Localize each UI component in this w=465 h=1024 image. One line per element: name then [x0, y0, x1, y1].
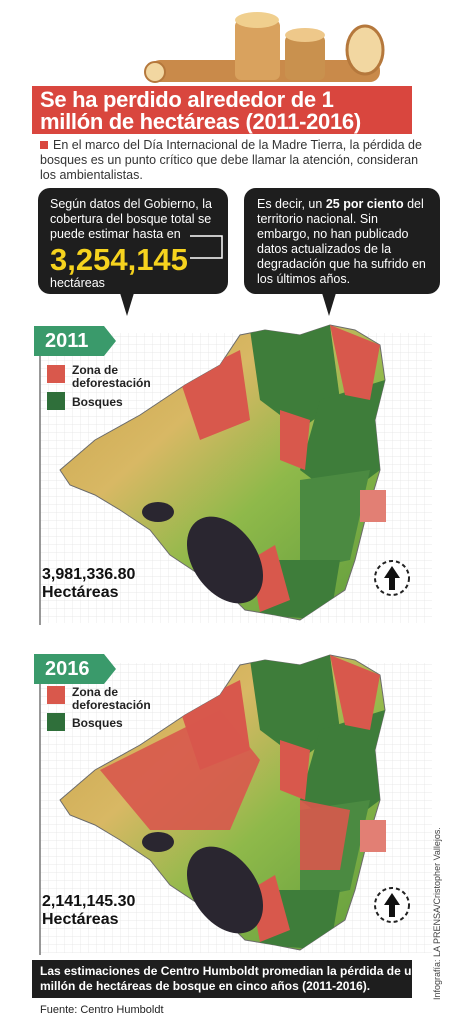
footer-band: [32, 960, 412, 998]
legend-label: Zona de deforestación: [72, 685, 151, 712]
summary: Las estimaciones de Centro Humboldt prom…: [40, 964, 419, 993]
title-band: [32, 86, 412, 134]
highlight: 25 por ciento: [325, 197, 404, 211]
map-panel: [34, 325, 432, 625]
speech-bubbles: [38, 188, 440, 316]
legend-label: Zona de deforestación: [72, 363, 151, 390]
title: millón de hectáreas (2011-2016): [40, 109, 361, 134]
intro-text: En el marco del Día Internacional de la …: [40, 138, 435, 183]
source: Fuente: Centro Humboldt: [40, 1004, 164, 1016]
map-panel: [34, 654, 432, 955]
text: Es decir, un: [257, 197, 323, 211]
hectares-value: 2,141,145.30: [42, 893, 136, 910]
title: Se ha perdido alrededor de 1: [40, 87, 334, 112]
legend-label: Bosques: [72, 716, 123, 730]
bubble-text: Es decir, un 25 por ciento del territori…: [257, 197, 429, 287]
text: del territorio nacional. Sin embargo, no…: [257, 197, 426, 286]
hectares-unit: Hectáreas: [42, 911, 119, 928]
credit: Infografía: LA PRENSA/Cristopher Vallejo…: [432, 827, 442, 1000]
year-tag: 2011: [45, 330, 89, 352]
legend-label: Bosques: [72, 395, 123, 409]
bubble-unit: hectáreas: [50, 276, 105, 290]
forest-total: 3,254,145: [50, 242, 188, 277]
bubble-text: Según datos del Gobierno, la cobertura d…: [50, 197, 212, 241]
hectares-unit: Hectáreas: [42, 584, 119, 601]
year-tag: 2016: [45, 658, 90, 680]
hectares-value: 3,981,336.80: [42, 566, 136, 583]
logs-illustration: [144, 12, 385, 83]
